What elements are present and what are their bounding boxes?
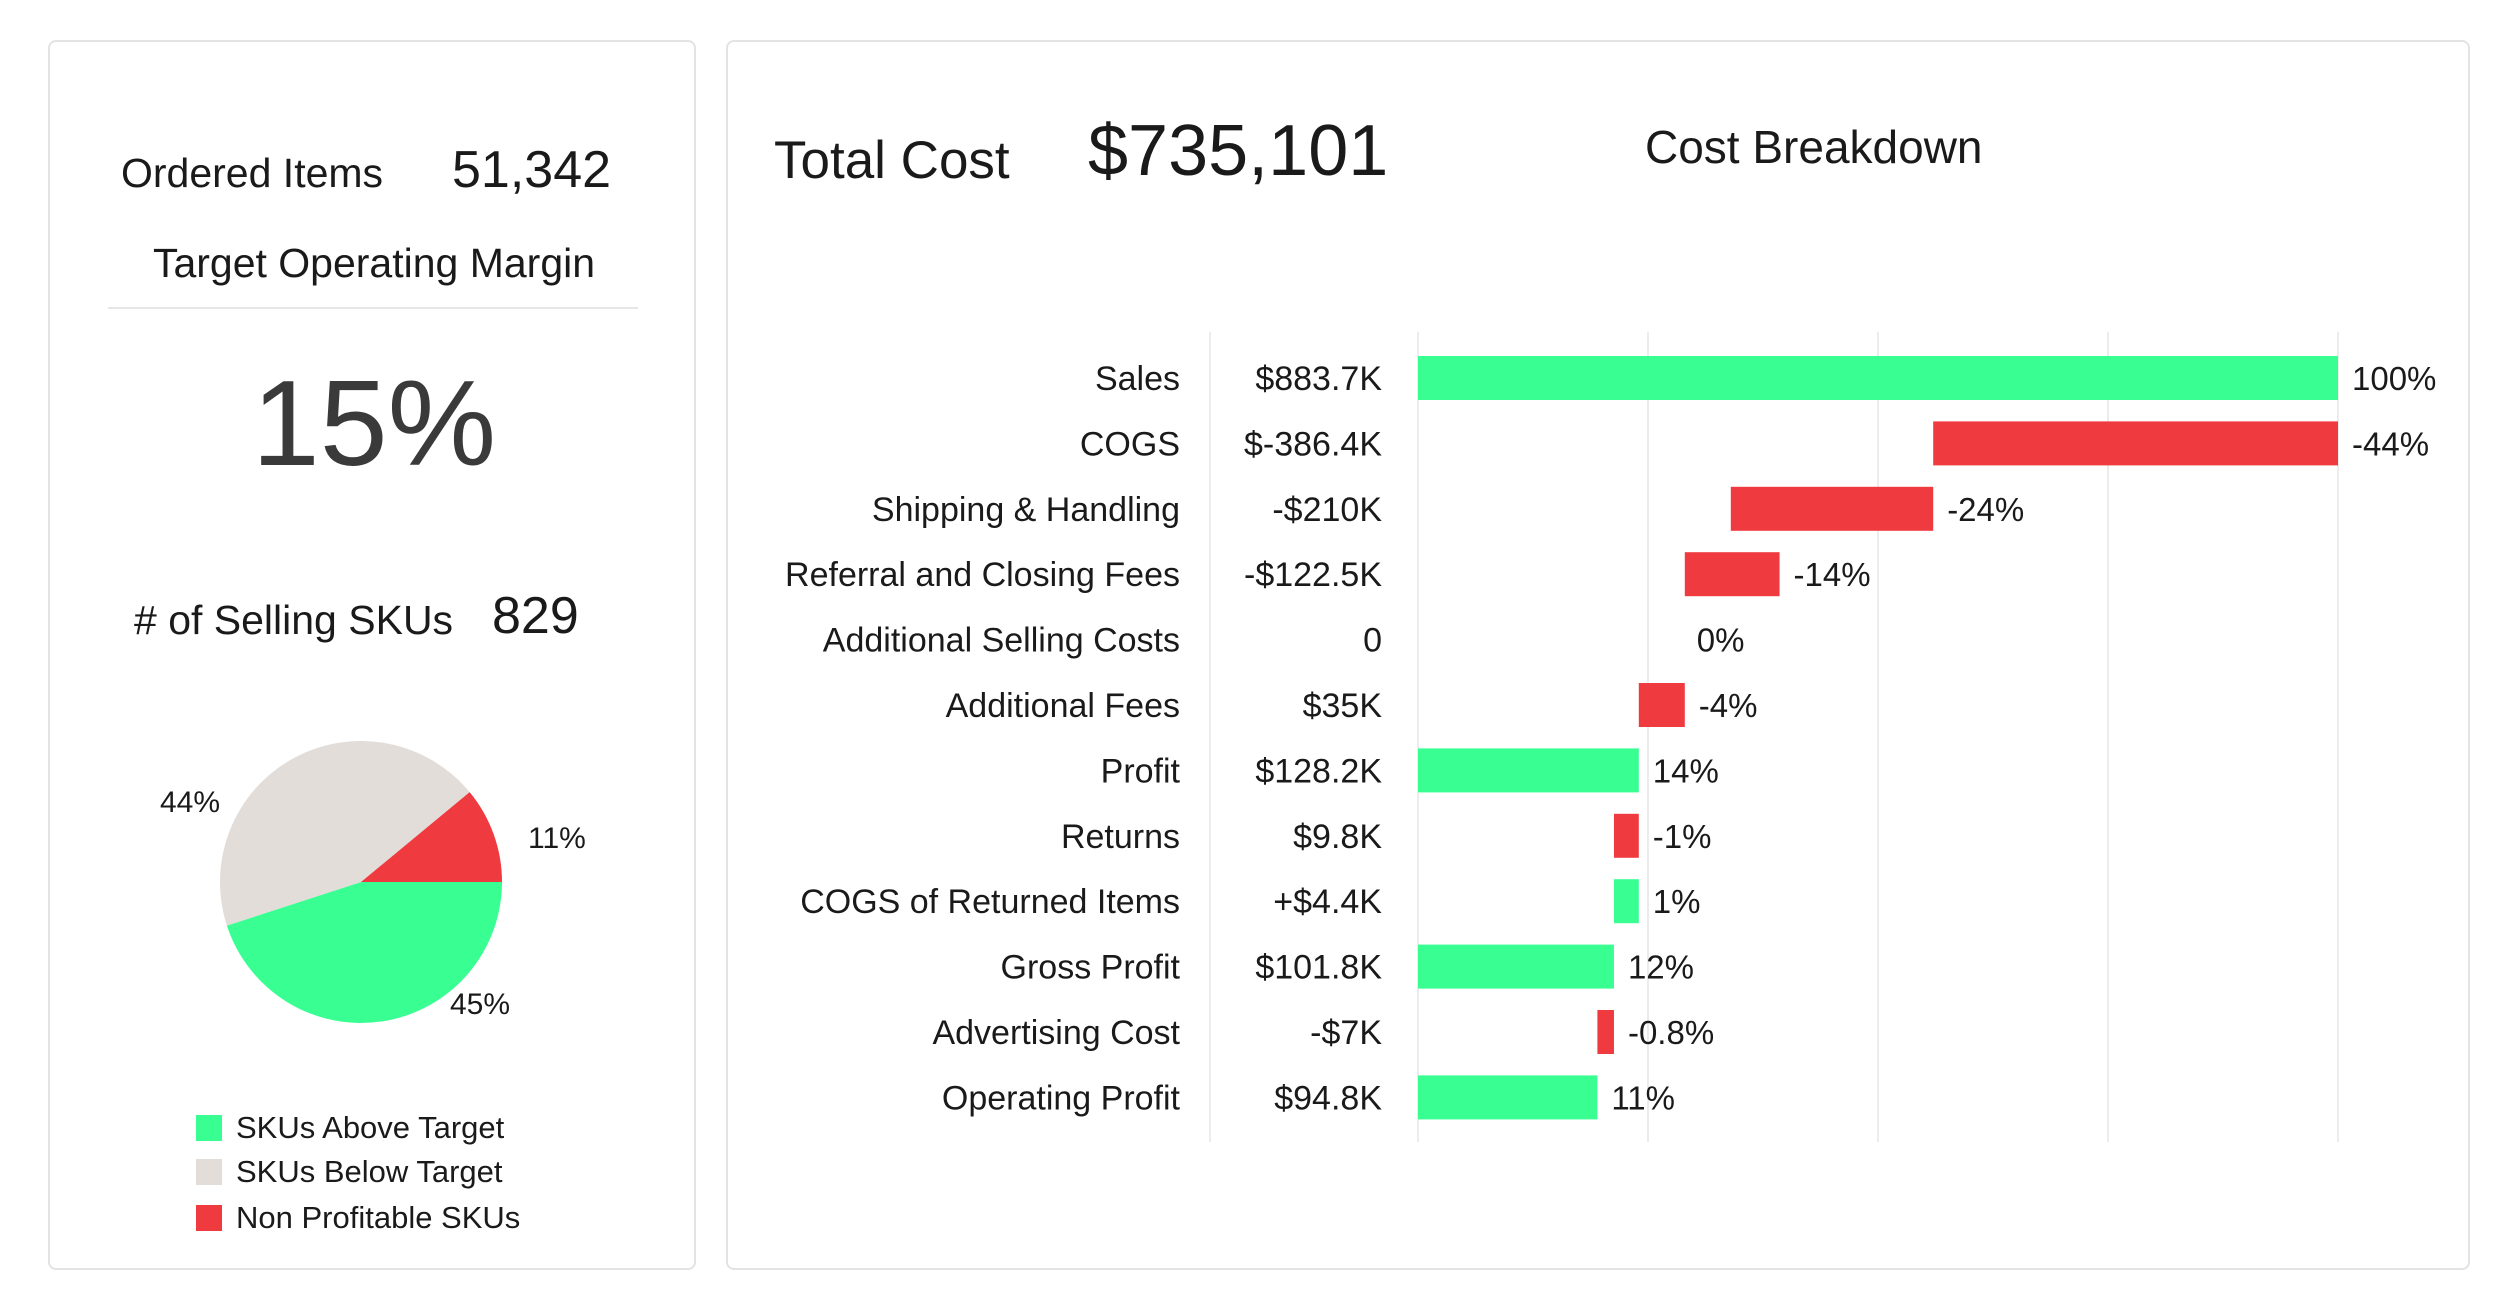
- legend-item-non-profitable: Non Profitable SKUs: [196, 1198, 520, 1238]
- sku-pie-chart: 45% 44% 11%: [160, 740, 586, 1024]
- pie-percent-label: 45%: [450, 988, 510, 1021]
- legend-swatch: [196, 1115, 222, 1141]
- category-label: Sales: [1095, 360, 1180, 398]
- legend-label: Non Profitable SKUs: [236, 1200, 521, 1235]
- category-label: Advertising Cost: [932, 1014, 1180, 1052]
- ordered-items-value: 51,342: [452, 141, 612, 199]
- total-cost-value: $735,101: [1088, 111, 1389, 191]
- legend-swatch: [196, 1205, 222, 1231]
- waterfall-bar: [1418, 356, 2338, 400]
- selling-skus-label: # of Selling SKUs: [134, 597, 454, 643]
- waterfall-bar: [1613, 879, 1639, 924]
- percent-label: -0.8%: [1628, 1014, 1714, 1051]
- category-label: Gross Profit: [1001, 949, 1181, 987]
- amount-label: 0: [1363, 622, 1382, 660]
- amount-label: $128.2K: [1255, 752, 1382, 790]
- amount-label: +$4.4K: [1273, 883, 1382, 921]
- total-cost-label: Total Cost: [774, 131, 1010, 190]
- amount-label: -$210K: [1272, 491, 1382, 529]
- percent-label: 0%: [1697, 622, 1745, 659]
- selling-skus-value: 829: [492, 587, 579, 645]
- amount-label: $94.8K: [1274, 1079, 1382, 1117]
- amount-label: $35K: [1303, 687, 1383, 725]
- cost-breakdown-card: Total Cost $735,101 Cost Breakdown Sales…: [726, 40, 2470, 1270]
- pie-percent-label: 44%: [160, 786, 220, 819]
- legend-label: SKUs Above Target: [236, 1110, 505, 1145]
- category-label: Profit: [1101, 752, 1181, 790]
- percent-label: 11%: [1611, 1079, 1675, 1116]
- cost-breakdown-title: Cost Breakdown: [1645, 121, 1983, 173]
- category-label: Returns: [1061, 818, 1180, 856]
- waterfall-bar: [1684, 552, 1780, 597]
- waterfall-bar: [1418, 748, 1639, 793]
- waterfall-bar: [1730, 486, 1934, 531]
- waterfall-bar: [1418, 1075, 1598, 1120]
- waterfall-bar: [1638, 683, 1685, 727]
- cost-breakdown-chart: Sales $883.7K 100% COGS $-386.4K -44% Shipping…: [785, 332, 2436, 1142]
- category-label: COGS of Returned Items: [800, 883, 1180, 921]
- legend-item-above-target: SKUs Above Target: [196, 1108, 504, 1148]
- percent-label: 12%: [1628, 949, 1694, 986]
- target-margin-value: 15%: [251, 355, 497, 491]
- waterfall-bar: [1933, 421, 2338, 466]
- category-label: Referral and Closing Fees: [785, 556, 1180, 594]
- percent-label: -14%: [1794, 556, 1871, 593]
- amount-label: $9.8K: [1293, 818, 1382, 856]
- category-label: Operating Profit: [942, 1079, 1181, 1117]
- percent-label: -4%: [1699, 687, 1758, 724]
- margin-divider: [108, 307, 638, 309]
- pie-percent-label: 11%: [528, 822, 586, 855]
- percent-label: 14%: [1653, 752, 1719, 789]
- pie-slice: [226, 882, 502, 1024]
- category-label: Additional Fees: [946, 687, 1180, 725]
- waterfall-bar: [1418, 944, 1614, 989]
- amount-label: $101.8K: [1255, 949, 1382, 987]
- percent-label: 1%: [1653, 883, 1701, 920]
- amount-label: $883.7K: [1255, 360, 1382, 398]
- legend-label: SKUs Below Target: [236, 1154, 503, 1189]
- percent-label: -24%: [1947, 491, 2024, 528]
- amount-label: $-386.4K: [1244, 425, 1382, 463]
- sku-summary-card: Ordered Items 51,342 Target Operating Ma…: [48, 40, 696, 1270]
- target-margin-title: Target Operating Margin: [152, 240, 596, 286]
- pie-slice: [361, 792, 502, 882]
- percent-label: -1%: [1653, 818, 1712, 855]
- amount-label: -$122.5K: [1244, 556, 1382, 594]
- ordered-items-label: Ordered Items: [121, 150, 384, 196]
- legend-swatch: [196, 1159, 222, 1185]
- category-label: Shipping & Handling: [872, 491, 1180, 529]
- legend-item-below-target: SKUs Below Target: [196, 1152, 503, 1192]
- percent-label: -44%: [2352, 425, 2429, 462]
- waterfall-bar: [1613, 813, 1639, 858]
- amount-label: -$7K: [1310, 1014, 1382, 1052]
- waterfall-bar: [1597, 1010, 1614, 1054]
- pie-slice: [219, 740, 470, 926]
- percent-label: 100%: [2352, 360, 2436, 397]
- category-label: Additional Selling Costs: [823, 622, 1180, 660]
- category-label: COGS: [1080, 425, 1180, 463]
